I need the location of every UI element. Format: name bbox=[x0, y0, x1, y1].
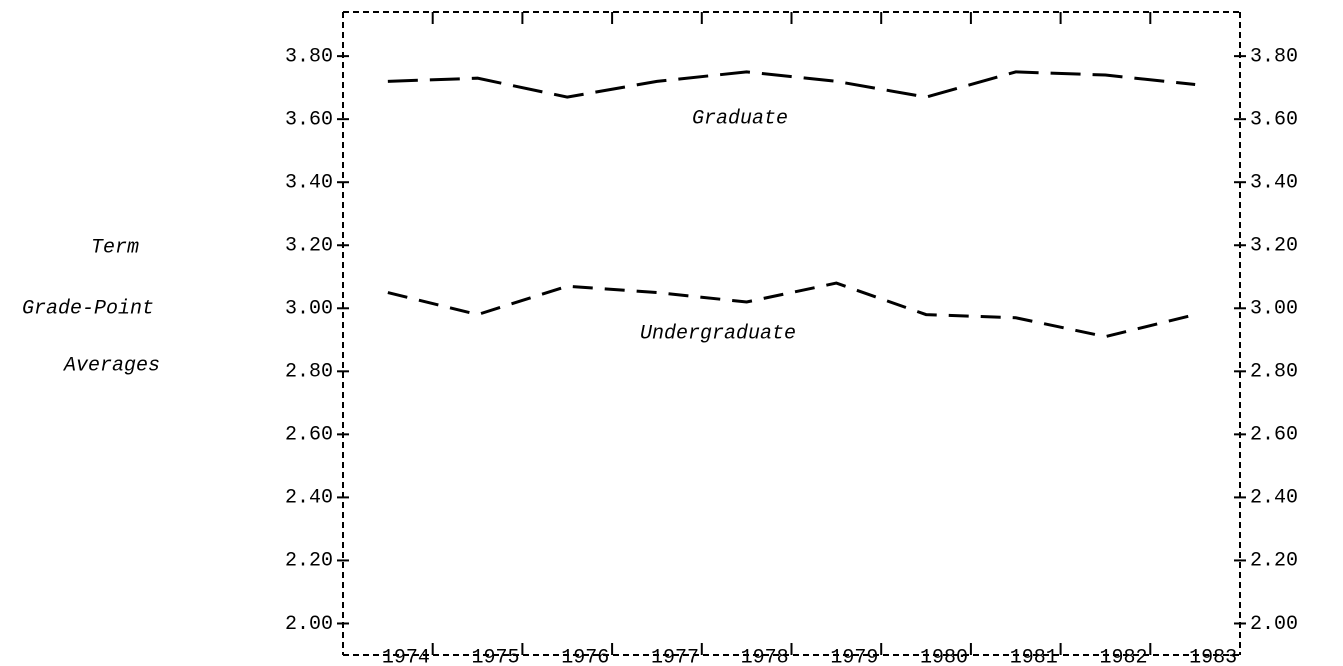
series-label: Undergraduate bbox=[640, 322, 796, 345]
y2-tick-label: 2.00 bbox=[1250, 613, 1298, 636]
y2-tick-label: 3.40 bbox=[1250, 171, 1298, 194]
y2-tick-label: 2.60 bbox=[1250, 424, 1298, 447]
y-tick-label: 3.60 bbox=[285, 108, 333, 131]
y-tick-label: 3.80 bbox=[285, 45, 333, 68]
series-line bbox=[387, 70, 1196, 99]
y-axis-label: Averages bbox=[62, 354, 160, 377]
y2-tick-label: 3.60 bbox=[1250, 108, 1298, 131]
x-tick-label: 1974 bbox=[382, 646, 430, 666]
x-tick-label: 1975 bbox=[472, 646, 520, 666]
x-tick-label: 1979 bbox=[830, 646, 878, 666]
series-line bbox=[387, 281, 1196, 339]
y-tick-label: 2.00 bbox=[285, 613, 333, 636]
x-tick-label: 1982 bbox=[1099, 646, 1147, 666]
y2-tick-label: 2.80 bbox=[1250, 361, 1298, 384]
x-tick-label: 1981 bbox=[1010, 646, 1058, 666]
y-tick-label: 2.60 bbox=[285, 424, 333, 447]
x-tick-label: 1977 bbox=[651, 646, 699, 666]
x-tick-label: 1980 bbox=[920, 646, 968, 666]
y-tick-label: 3.00 bbox=[285, 298, 333, 321]
series-label: Graduate bbox=[692, 107, 788, 130]
y2-tick-label: 2.20 bbox=[1250, 550, 1298, 573]
y-axis-label: Grade-Point bbox=[22, 297, 154, 320]
x-tick-label: 1983 bbox=[1189, 646, 1237, 666]
y2-tick-label: 3.00 bbox=[1250, 298, 1298, 321]
x-tick-label: 1976 bbox=[561, 646, 609, 666]
y2-tick-label: 3.80 bbox=[1250, 45, 1298, 68]
x-tick-label: 1978 bbox=[741, 646, 789, 666]
y-tick-label: 2.40 bbox=[285, 487, 333, 510]
y2-tick-label: 2.40 bbox=[1250, 487, 1298, 510]
y-axis-label: Term bbox=[91, 236, 139, 259]
y-tick-label: 3.40 bbox=[285, 171, 333, 194]
y-tick-label: 2.20 bbox=[285, 550, 333, 573]
y2-tick-label: 3.20 bbox=[1250, 235, 1298, 258]
y-tick-label: 2.80 bbox=[285, 361, 333, 384]
y-tick-label: 3.20 bbox=[285, 235, 333, 258]
